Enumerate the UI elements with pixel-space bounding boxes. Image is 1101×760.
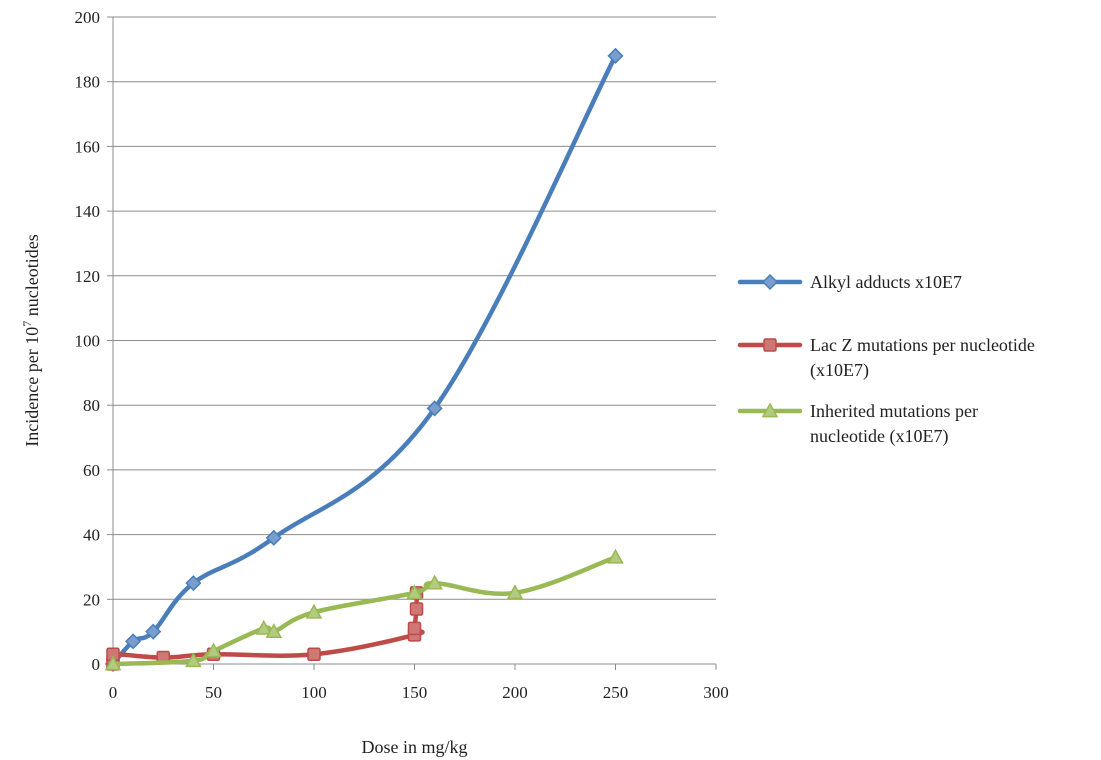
legend-entry: Lac Z mutations per nucleotide (x10E7): [737, 335, 1035, 381]
y-tick-label: 20: [83, 590, 100, 609]
legend-entry: Alkyl adducts x10E7: [737, 272, 962, 292]
legend-label: nucleotide (x10E7): [810, 426, 948, 447]
x-tick-label: 0: [109, 683, 118, 702]
y-tick-label: 200: [75, 8, 101, 27]
triangle-marker: [205, 642, 222, 658]
square-marker: [407, 621, 422, 636]
y-axis-title: Incidence per 107 nucleotides: [20, 234, 42, 446]
y-tick-label: 180: [75, 73, 101, 92]
legend-label: Inherited mutations per: [810, 401, 978, 421]
triangle-marker: [255, 619, 273, 635]
y-tick-label: 160: [75, 137, 101, 156]
triangle-marker: [406, 584, 423, 600]
y-tick-label: 60: [83, 461, 100, 480]
legend: Alkyl adducts x10E7 Lac Z mutations per n…: [737, 272, 1035, 447]
y-tick-label: 0: [92, 655, 101, 674]
diamond-marker: [185, 575, 202, 592]
square-marker: [409, 602, 424, 616]
y-tick-label: 40: [83, 526, 100, 545]
x-tick-label: 200: [502, 683, 528, 702]
legend-label: Alkyl adducts x10E7: [810, 272, 962, 292]
series-group: [104, 47, 624, 673]
series-1: [104, 47, 624, 673]
x-tick-label: 100: [301, 683, 327, 702]
y-axis-title-suffix: nucleotides: [22, 234, 42, 320]
y-axis-title-prefix: Incidence per 10: [22, 327, 42, 447]
x-tick-label: 150: [402, 683, 428, 702]
x-axis-title: Dose in mg/kg: [362, 737, 468, 757]
triangle-marker: [607, 548, 624, 564]
triangle-marker: [104, 655, 122, 671]
diamond-marker: [607, 47, 624, 64]
axes: 0 20 40 60 80 100 120 140 160 180 200 0 50 100 150 200 2…: [75, 8, 729, 702]
y-tick-label: 120: [75, 267, 101, 286]
triangle-marker: [506, 584, 524, 600]
square-marker: [307, 647, 321, 662]
series-line: [110, 53, 618, 667]
gridlines: [113, 16, 716, 600]
legend-square-marker: [763, 338, 777, 352]
x-tick-label: 250: [603, 683, 629, 702]
diamond-marker: [145, 623, 162, 640]
y-tick-label: 140: [75, 202, 101, 221]
diamond-marker: [265, 529, 282, 546]
y-tick-label: 100: [75, 332, 101, 351]
legend-triangle-marker: [761, 402, 779, 418]
legend-diamond-marker: [761, 273, 779, 291]
legend-entry: Inherited mutations per nucleotide (x10E7…: [737, 401, 978, 447]
diamond-marker: [125, 633, 142, 650]
legend-label: (x10E7): [810, 360, 869, 381]
triangle-marker: [185, 652, 202, 668]
x-tick-label: 300: [703, 683, 729, 702]
series-3: [104, 548, 624, 671]
y-tick-label: 80: [83, 396, 100, 415]
y-axis-title-superscript: 7: [20, 321, 34, 327]
legend-label: Lac Z mutations per nucleotide: [810, 335, 1035, 355]
x-tick-label: 50: [205, 683, 222, 702]
triangle-marker: [305, 603, 323, 619]
triangle-marker: [265, 623, 283, 638]
diamond-marker: [426, 400, 443, 417]
triangle-marker: [426, 574, 443, 590]
